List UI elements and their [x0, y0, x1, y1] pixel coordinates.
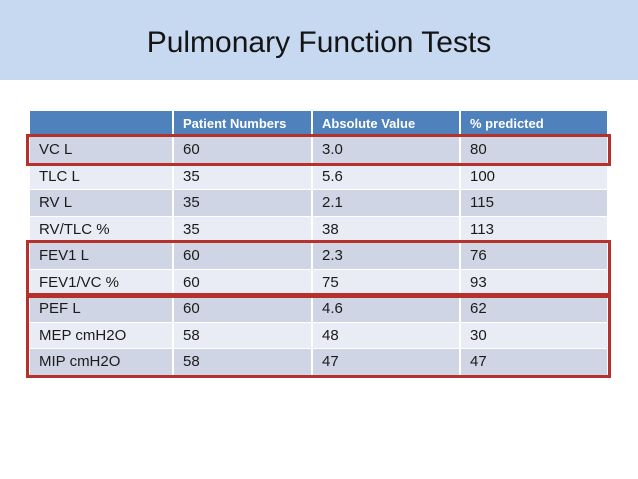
row-label-cell: RV/TLC %	[30, 216, 172, 242]
value-cell: 62	[461, 296, 607, 322]
row-label-cell: VC L	[30, 137, 172, 163]
value-cell: 60	[174, 243, 311, 269]
slide-title: Pulmonary Function Tests	[146, 25, 492, 59]
value-cell: 38	[313, 216, 459, 242]
row-label-cell: TLC L	[30, 163, 172, 189]
value-cell: 100	[461, 163, 607, 189]
value-cell: 60	[174, 269, 311, 295]
value-cell: 30	[461, 322, 607, 348]
value-cell: 113	[461, 216, 607, 242]
value-cell: 58	[174, 322, 311, 348]
row-label-cell: RV L	[30, 190, 172, 216]
value-cell: 48	[313, 322, 459, 348]
value-cell: 47	[461, 349, 607, 375]
value-cell: 47	[313, 349, 459, 375]
value-cell: 5.6	[313, 163, 459, 189]
value-cell: 35	[174, 190, 311, 216]
value-cell: 75	[313, 269, 459, 295]
value-cell: 35	[174, 216, 311, 242]
title-band: Pulmonary Function Tests	[0, 0, 638, 80]
row-label-cell: MIP cmH2O	[30, 349, 172, 375]
value-cell: 2.3	[313, 243, 459, 269]
row-label-cell: MEP cmH2O	[30, 322, 172, 348]
value-cell: 60	[174, 296, 311, 322]
value-cell: 58	[174, 349, 311, 375]
row-label-cell: PEF L	[30, 296, 172, 322]
value-cell: 4.6	[313, 296, 459, 322]
pft-table: Patient Numbers Absolute Value% predicted…	[30, 111, 607, 375]
value-cell: 80	[461, 137, 607, 163]
header-cell-empty	[30, 111, 172, 136]
row-label-cell: FEV1/VC %	[30, 269, 172, 295]
value-cell: 2.1	[313, 190, 459, 216]
value-cell: 35	[174, 163, 311, 189]
table-wrap: Patient Numbers Absolute Value% predicted…	[26, 111, 611, 378]
header-cell: Absolute Value	[313, 111, 459, 136]
value-cell: 115	[461, 190, 607, 216]
value-cell: 76	[461, 243, 607, 269]
value-cell: 3.0	[313, 137, 459, 163]
header-cell: Patient Numbers	[174, 111, 311, 136]
row-label-cell: FEV1 L	[30, 243, 172, 269]
value-cell: 93	[461, 269, 607, 295]
value-cell: 60	[174, 137, 311, 163]
header-cell: % predicted	[461, 111, 607, 136]
